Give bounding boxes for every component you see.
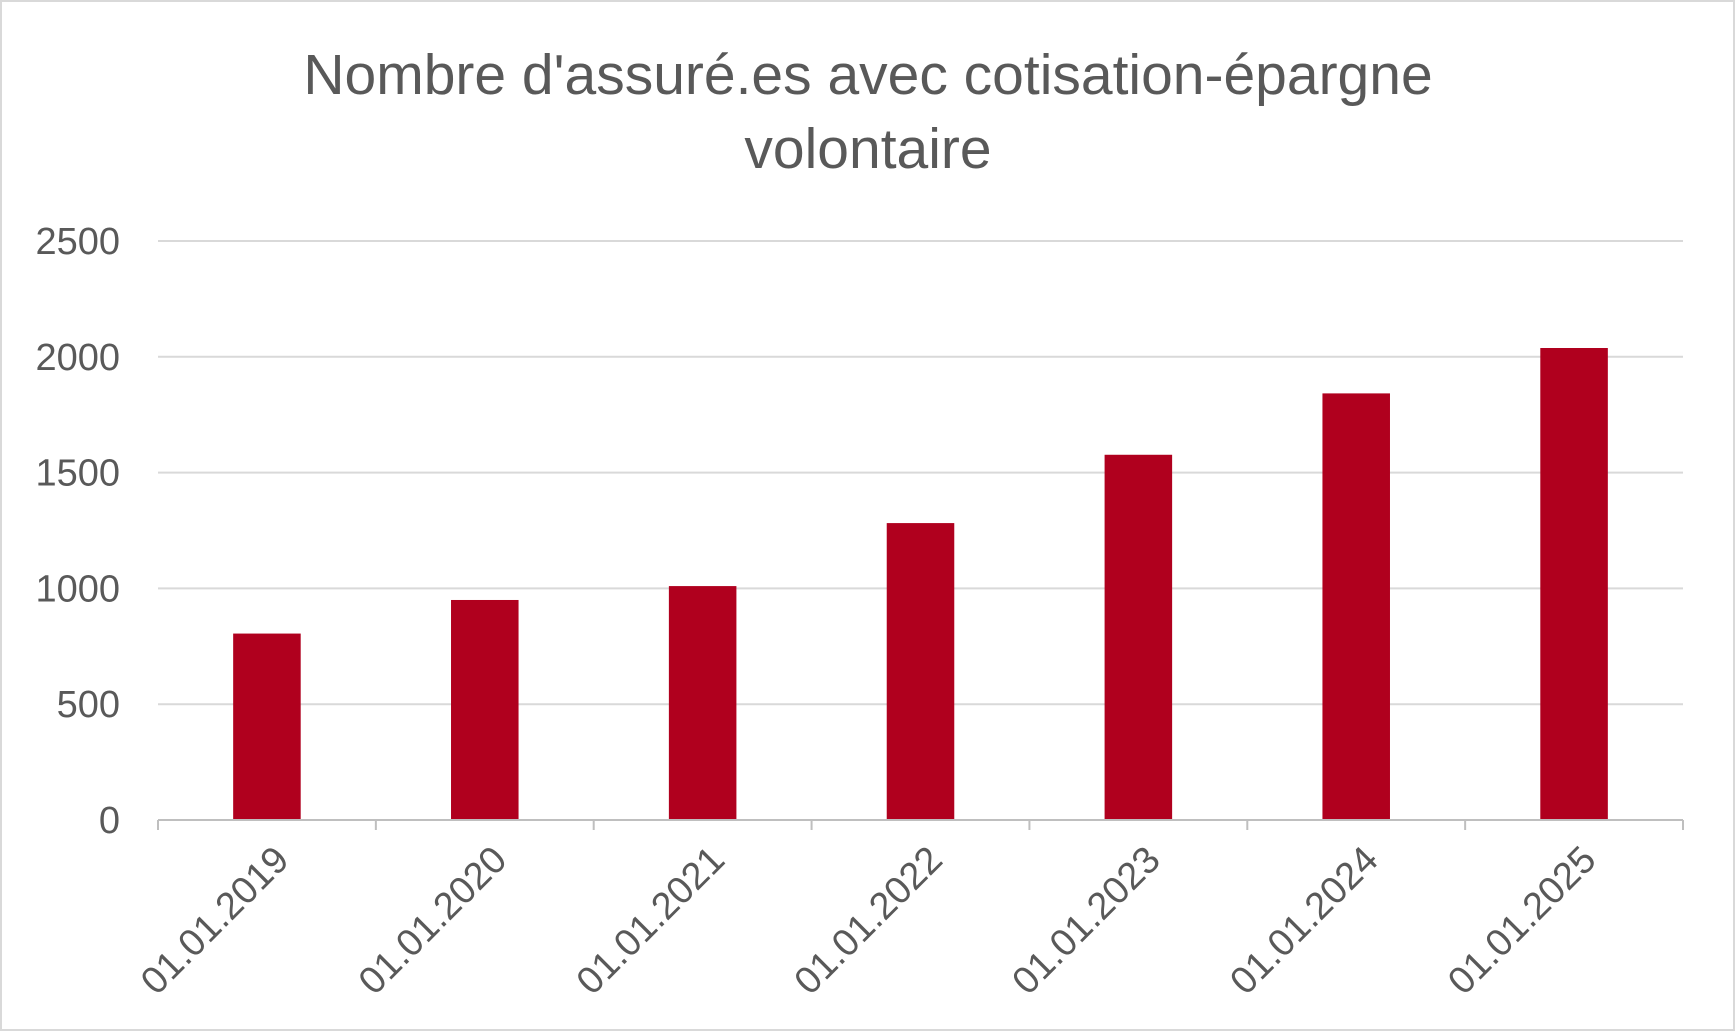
bar-01.01.2020 bbox=[451, 599, 519, 820]
bar-01.01.2023 bbox=[1104, 454, 1173, 820]
x-tick-label-01.01.2023: 01.01.2023 bbox=[1005, 839, 1169, 1003]
y-tick-label-1000: 1000 bbox=[35, 568, 120, 610]
bar-01.01.2021 bbox=[668, 586, 737, 820]
x-tick-label-01.01.2019: 01.01.2019 bbox=[133, 839, 297, 1003]
chart-title-line-1: Nombre d'assuré.es avec cotisation-éparg… bbox=[303, 43, 1432, 107]
y-tick-label-0: 0 bbox=[99, 800, 120, 842]
bar-01.01.2024 bbox=[1322, 393, 1390, 820]
bar-01.01.2025 bbox=[1540, 347, 1608, 820]
bar-01.01.2022 bbox=[886, 523, 955, 820]
x-tick-label-01.01.2025: 01.01.2025 bbox=[1440, 839, 1604, 1003]
x-tick-label-01.01.2022: 01.01.2022 bbox=[787, 839, 951, 1003]
chart-title-line-2: volontaire bbox=[744, 117, 991, 181]
bars bbox=[233, 347, 1608, 820]
x-axis bbox=[157, 819, 1684, 830]
x-axis-tick-labels: 01.01.2019 01.01.2020 01.01.2021 01.01.2022… bbox=[133, 839, 1604, 1003]
y-tick-label-2500: 2500 bbox=[35, 221, 120, 263]
y-tick-label-1500: 1500 bbox=[35, 453, 120, 495]
bar-01.01.2019 bbox=[233, 633, 301, 820]
x-tick-label-01.01.2020: 01.01.2020 bbox=[351, 839, 515, 1003]
y-tick-label-500: 500 bbox=[57, 684, 120, 726]
y-tick-label-2000: 2000 bbox=[35, 337, 120, 379]
y-axis-tick-labels: 0 500 1000 1500 2000 2500 bbox=[35, 221, 120, 842]
x-tick-label-01.01.2021: 01.01.2021 bbox=[569, 839, 733, 1003]
x-tick-label-01.01.2024: 01.01.2024 bbox=[1222, 839, 1386, 1003]
